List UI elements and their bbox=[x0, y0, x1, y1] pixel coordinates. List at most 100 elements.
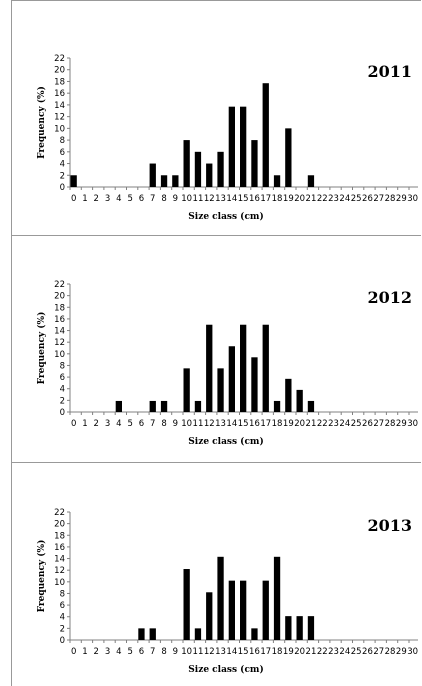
bar bbox=[251, 140, 258, 187]
bar bbox=[262, 580, 269, 640]
x-tick-label: 28 bbox=[385, 194, 396, 204]
bar bbox=[183, 569, 190, 640]
x-tick-label: 4 bbox=[116, 647, 121, 657]
y-tick-label: 16 bbox=[54, 89, 65, 99]
x-tick-label: 6 bbox=[139, 419, 144, 429]
bar bbox=[285, 378, 292, 412]
y-tick-label: 4 bbox=[60, 160, 65, 170]
y-tick-label: 6 bbox=[60, 148, 65, 158]
bar bbox=[296, 616, 303, 640]
y-tick-label: 20 bbox=[54, 292, 65, 302]
x-tick-label: 12 bbox=[204, 194, 215, 204]
x-tick-label: 22 bbox=[317, 419, 328, 429]
x-tick-label: 30 bbox=[407, 647, 418, 657]
bar bbox=[115, 400, 122, 412]
x-tick-label: 24 bbox=[339, 419, 350, 429]
x-tick-label: 28 bbox=[385, 647, 396, 657]
bar bbox=[296, 389, 303, 412]
y-tick-label: 12 bbox=[54, 113, 65, 123]
y-tick-label: 16 bbox=[54, 543, 65, 553]
bar bbox=[262, 324, 269, 412]
y-tick-label: 16 bbox=[54, 315, 65, 325]
x-tick-label: 1 bbox=[82, 647, 87, 657]
bar bbox=[172, 175, 179, 187]
chart-title-year: 2012 bbox=[367, 288, 412, 307]
bar bbox=[262, 83, 269, 187]
bar bbox=[240, 580, 247, 640]
x-tick-label: 11 bbox=[193, 194, 204, 204]
chart-panel-2012: 0 2 4 6 8 10 12 14 16 18 20 22 0 1 2 3 4 5 6 7 8 9 10 11 12 13 14 1… bbox=[11, 236, 421, 463]
x-tick-label: 14 bbox=[226, 647, 237, 657]
x-tick-label: 6 bbox=[139, 194, 144, 204]
y-tick-label: 0 bbox=[60, 183, 65, 193]
x-tick-label: 27 bbox=[373, 194, 384, 204]
bar bbox=[251, 357, 258, 412]
bar bbox=[240, 106, 247, 187]
x-tick-label: 20 bbox=[294, 647, 305, 657]
bar bbox=[194, 400, 202, 412]
y-tick-label: 10 bbox=[54, 124, 65, 134]
x-tick-label: 7 bbox=[150, 419, 155, 429]
bar bbox=[228, 346, 235, 412]
chart-title-year: 2013 bbox=[367, 516, 412, 535]
x-tick-label: 29 bbox=[396, 647, 407, 657]
x-tick-label: 27 bbox=[373, 647, 384, 657]
y-tick-label: 4 bbox=[60, 613, 65, 623]
x-axis-title: Size class (cm) bbox=[188, 664, 263, 675]
x-tick-label: 0 bbox=[71, 194, 76, 204]
x-tick-label: 19 bbox=[283, 647, 294, 657]
chart-panel-2011: 0 2 4 6 8 10 12 14 16 18 20 22 0 1 2 3 4 5 6 7 8 9 10 11 12 13 14 1… bbox=[11, 0, 421, 236]
x-tick-label: 15 bbox=[238, 194, 249, 204]
x-tick-label: 3 bbox=[105, 194, 110, 204]
y-tick-label: 18 bbox=[54, 77, 65, 87]
x-tick-label: 25 bbox=[351, 419, 362, 429]
x-tick-label: 26 bbox=[362, 194, 373, 204]
x-tick-label: 5 bbox=[127, 419, 132, 429]
y-tick-label: 20 bbox=[54, 520, 65, 530]
chart-panel-2013: 0 2 4 6 8 10 12 14 16 18 20 22 0 1 2 3 4 5 6 7 8 9 10 11 12 13 14 1… bbox=[11, 463, 421, 686]
x-tick-label: 8 bbox=[161, 647, 166, 657]
bar bbox=[228, 106, 235, 187]
y-axis-title: Frequency (%) bbox=[36, 312, 47, 385]
y-tick-label: 12 bbox=[54, 338, 65, 348]
x-tick-label: 20 bbox=[294, 419, 305, 429]
x-tick-label: 20 bbox=[294, 194, 305, 204]
x-tick-label: 26 bbox=[362, 419, 373, 429]
x-tick-label: 16 bbox=[249, 194, 260, 204]
y-tick-label: 0 bbox=[60, 636, 65, 646]
y-axis-title: Frequency (%) bbox=[36, 86, 47, 159]
bar bbox=[273, 556, 281, 640]
x-tick-label: 21 bbox=[306, 419, 317, 429]
bar bbox=[285, 128, 292, 187]
x-tick-label: 15 bbox=[238, 419, 249, 429]
bar bbox=[228, 580, 235, 640]
x-tick-label: 5 bbox=[127, 647, 132, 657]
x-tick-label: 21 bbox=[306, 194, 317, 204]
x-tick-label: 21 bbox=[306, 647, 317, 657]
x-tick-label: 14 bbox=[226, 419, 237, 429]
x-tick-label: 22 bbox=[317, 647, 328, 657]
y-tick-label: 6 bbox=[60, 373, 65, 383]
x-tick-label: 0 bbox=[71, 647, 76, 657]
y-tick-label: 12 bbox=[54, 566, 65, 576]
x-tick-label: 25 bbox=[351, 194, 362, 204]
bar bbox=[240, 324, 247, 412]
x-tick-label: 1 bbox=[82, 194, 87, 204]
x-tick-label: 2 bbox=[94, 194, 99, 204]
x-tick-label: 29 bbox=[396, 194, 407, 204]
x-tick-label: 8 bbox=[161, 194, 166, 204]
bar bbox=[307, 400, 315, 412]
x-tick-label: 28 bbox=[385, 419, 396, 429]
bar bbox=[183, 140, 190, 187]
x-tick-label: 0 bbox=[71, 419, 76, 429]
y-axis-title: Frequency (%) bbox=[36, 540, 47, 613]
bar bbox=[273, 400, 281, 412]
x-tick-label: 16 bbox=[249, 647, 260, 657]
x-tick-label: 12 bbox=[204, 419, 215, 429]
x-tick-label: 16 bbox=[249, 419, 260, 429]
x-tick-label: 11 bbox=[193, 419, 204, 429]
x-tick-label: 9 bbox=[173, 647, 178, 657]
x-tick-label: 27 bbox=[373, 419, 384, 429]
x-tick-label: 18 bbox=[272, 194, 283, 204]
